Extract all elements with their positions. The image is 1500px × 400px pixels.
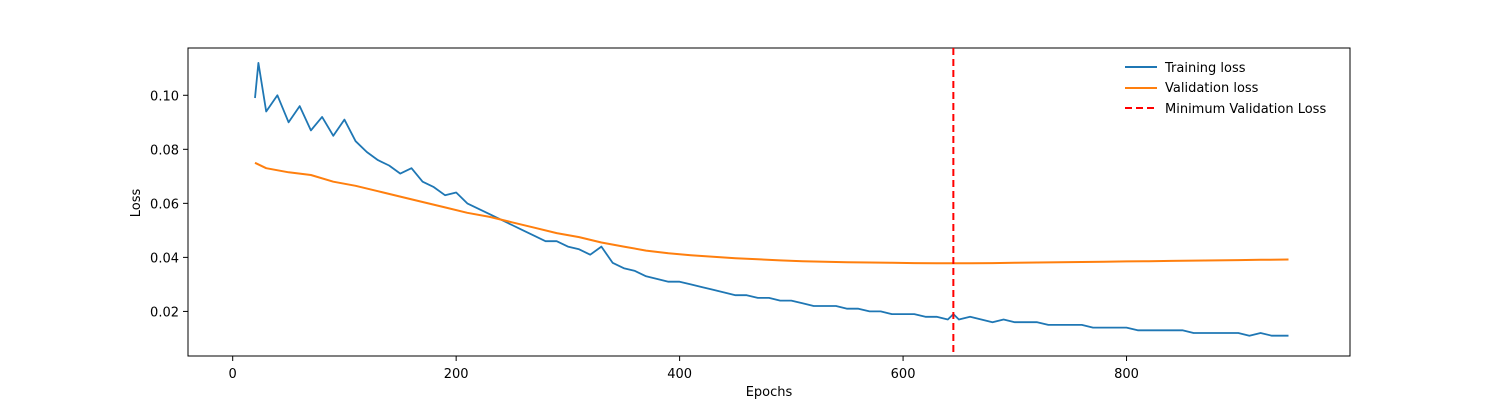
series-layer: [254, 62, 1289, 337]
y-tick-label: 0.06: [150, 197, 179, 212]
x-axis-ticks: 0 200 400 600 800: [229, 356, 1139, 382]
y-tick-label: 0.02: [150, 305, 179, 320]
y-axis-label: Loss: [129, 189, 144, 218]
y-tick-label: 0.04: [150, 251, 179, 266]
x-tick-label: 400: [667, 367, 692, 382]
training-loss-line: [254, 62, 1289, 337]
x-tick-label: 600: [891, 367, 916, 382]
x-tick-label: 800: [1114, 367, 1139, 382]
legend-label-validation: Validation loss: [1165, 81, 1259, 96]
validation-loss-line: [254, 161, 1289, 265]
x-axis-label: Epochs: [746, 385, 793, 400]
y-tick-label: 0.08: [150, 143, 179, 158]
x-tick-label: 0: [229, 367, 237, 382]
legend-label-min-val: Minimum Validation Loss: [1165, 102, 1326, 117]
x-tick-label: 200: [444, 367, 469, 382]
legend: Training loss Validation loss Minimum Va…: [1125, 61, 1326, 117]
plot-area: [187, 47, 1351, 357]
y-axis-ticks: 0.02 0.04 0.06 0.08 0.10: [150, 89, 188, 320]
legend-label-training: Training loss: [1164, 61, 1246, 76]
y-tick-label: 0.10: [150, 89, 179, 104]
